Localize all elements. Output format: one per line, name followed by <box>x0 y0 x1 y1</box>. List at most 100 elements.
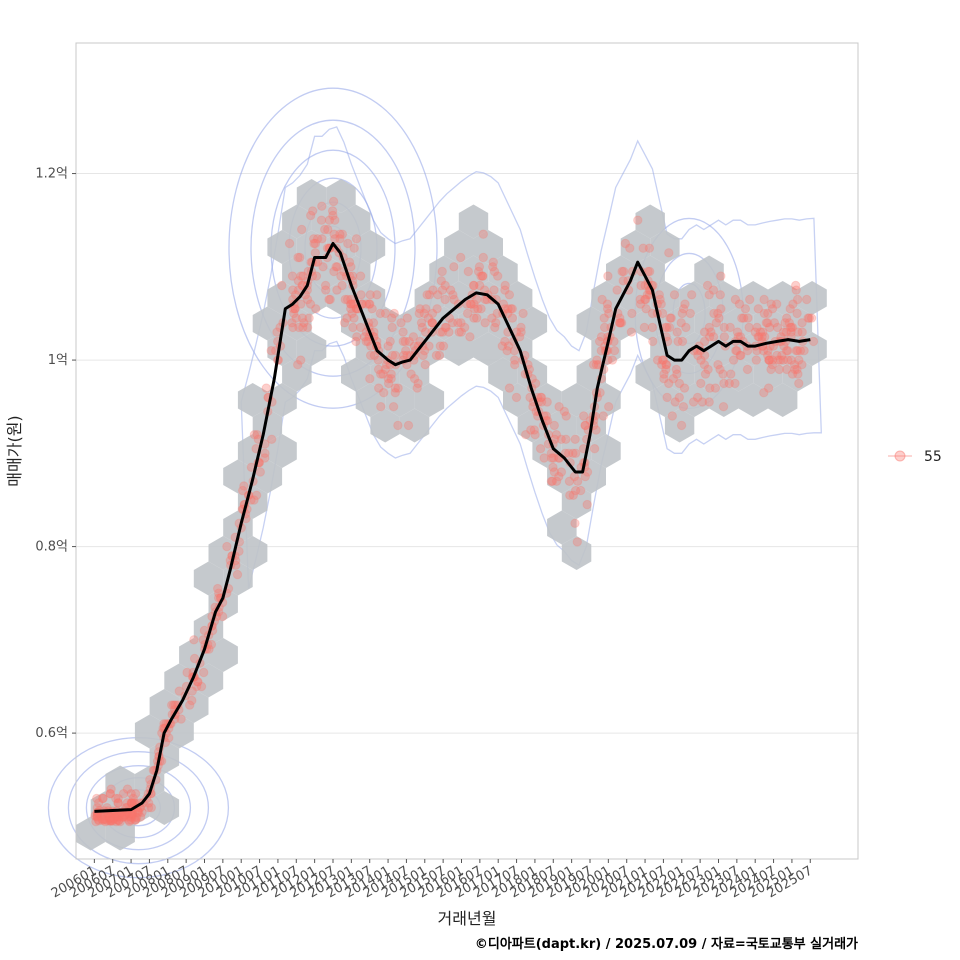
price-point <box>799 346 809 356</box>
price-point <box>704 322 714 333</box>
hexbin-cell <box>782 306 813 341</box>
hexbin-cell <box>635 255 665 290</box>
price-point <box>480 318 490 328</box>
price-point <box>437 285 448 295</box>
price-point <box>612 285 622 295</box>
price-point <box>676 318 686 328</box>
price-point <box>340 294 350 305</box>
price-point <box>110 812 120 822</box>
price-point <box>507 304 517 314</box>
price-point <box>674 378 685 389</box>
price-point <box>666 313 676 323</box>
price-point <box>365 350 376 361</box>
price-point <box>589 444 600 454</box>
price-point <box>342 313 352 323</box>
hexbin-cell <box>547 459 577 494</box>
price-point <box>217 611 228 622</box>
price-point <box>700 350 710 361</box>
price-point <box>122 784 133 794</box>
price-point <box>143 803 154 813</box>
price-point <box>548 462 558 472</box>
price-point <box>388 402 399 412</box>
price-point <box>99 814 109 824</box>
price-point <box>697 397 708 407</box>
price-point <box>111 793 121 804</box>
price-point <box>536 392 547 403</box>
price-point <box>609 346 620 356</box>
hexbin-cell <box>429 255 459 290</box>
price-point <box>772 299 782 309</box>
price-point <box>659 374 669 384</box>
price-point <box>420 360 430 370</box>
price-point <box>433 290 443 300</box>
price-point <box>100 815 110 825</box>
price-point <box>633 215 643 225</box>
price-point <box>759 294 769 305</box>
price-point <box>504 383 515 393</box>
price-point <box>356 290 366 300</box>
price-point <box>346 299 356 309</box>
price-point <box>753 332 763 342</box>
hexbin-cell <box>429 306 459 341</box>
price-point <box>752 322 762 333</box>
price-point <box>763 350 773 361</box>
price-point <box>702 280 713 291</box>
price-point <box>106 812 117 822</box>
density-contour <box>250 119 416 377</box>
price-point <box>795 346 806 356</box>
price-point <box>784 318 794 328</box>
price-point <box>469 313 479 323</box>
price-point <box>620 238 631 249</box>
price-point <box>305 299 316 309</box>
price-point <box>365 290 375 300</box>
hexbin-cell <box>311 204 341 239</box>
price-point <box>106 815 116 826</box>
price-point <box>291 313 301 323</box>
price-point <box>500 336 510 347</box>
price-point <box>786 355 796 365</box>
hexbin-cell <box>179 689 209 723</box>
price-point <box>743 313 753 323</box>
hexbin-cell <box>547 510 577 545</box>
price-point <box>786 322 796 333</box>
price-point <box>105 813 115 823</box>
price-point <box>102 816 113 826</box>
price-point <box>664 322 675 333</box>
price-point <box>127 798 137 808</box>
price-point <box>603 271 613 281</box>
hexbin-cell <box>282 306 312 341</box>
hexbin-cell <box>237 536 268 570</box>
price-point <box>321 285 331 295</box>
price-point <box>580 420 590 431</box>
price-point <box>794 355 804 365</box>
hexbin-cell <box>399 357 430 392</box>
price-point <box>803 313 813 323</box>
price-point <box>361 336 371 347</box>
price-point <box>516 327 526 337</box>
price-point <box>312 234 323 244</box>
hexbin-cell <box>458 255 489 290</box>
hexbin-cell <box>76 816 106 851</box>
hexbin-cell <box>444 281 474 315</box>
price-point <box>662 392 672 403</box>
hexbin-cell <box>591 281 621 315</box>
price-point <box>664 248 674 258</box>
price-point <box>627 308 637 319</box>
price-point <box>472 294 482 305</box>
price-point <box>478 271 488 281</box>
price-point <box>719 322 729 333</box>
price-point <box>674 392 684 403</box>
price-point <box>130 815 141 825</box>
price-point <box>758 346 769 356</box>
hexbin-cell <box>738 281 768 315</box>
price-point <box>389 308 399 319</box>
price-point <box>755 327 766 337</box>
hexbin-cell <box>311 255 341 290</box>
price-point <box>337 229 348 239</box>
price-point <box>454 327 464 337</box>
price-point <box>778 327 789 337</box>
price-point <box>261 383 271 393</box>
price-point <box>536 392 546 403</box>
caption: ©디아파트(dapt.kr) / 2025.07.09 / 자료=국토교통부 실… <box>475 936 858 952</box>
price-point <box>349 313 359 323</box>
